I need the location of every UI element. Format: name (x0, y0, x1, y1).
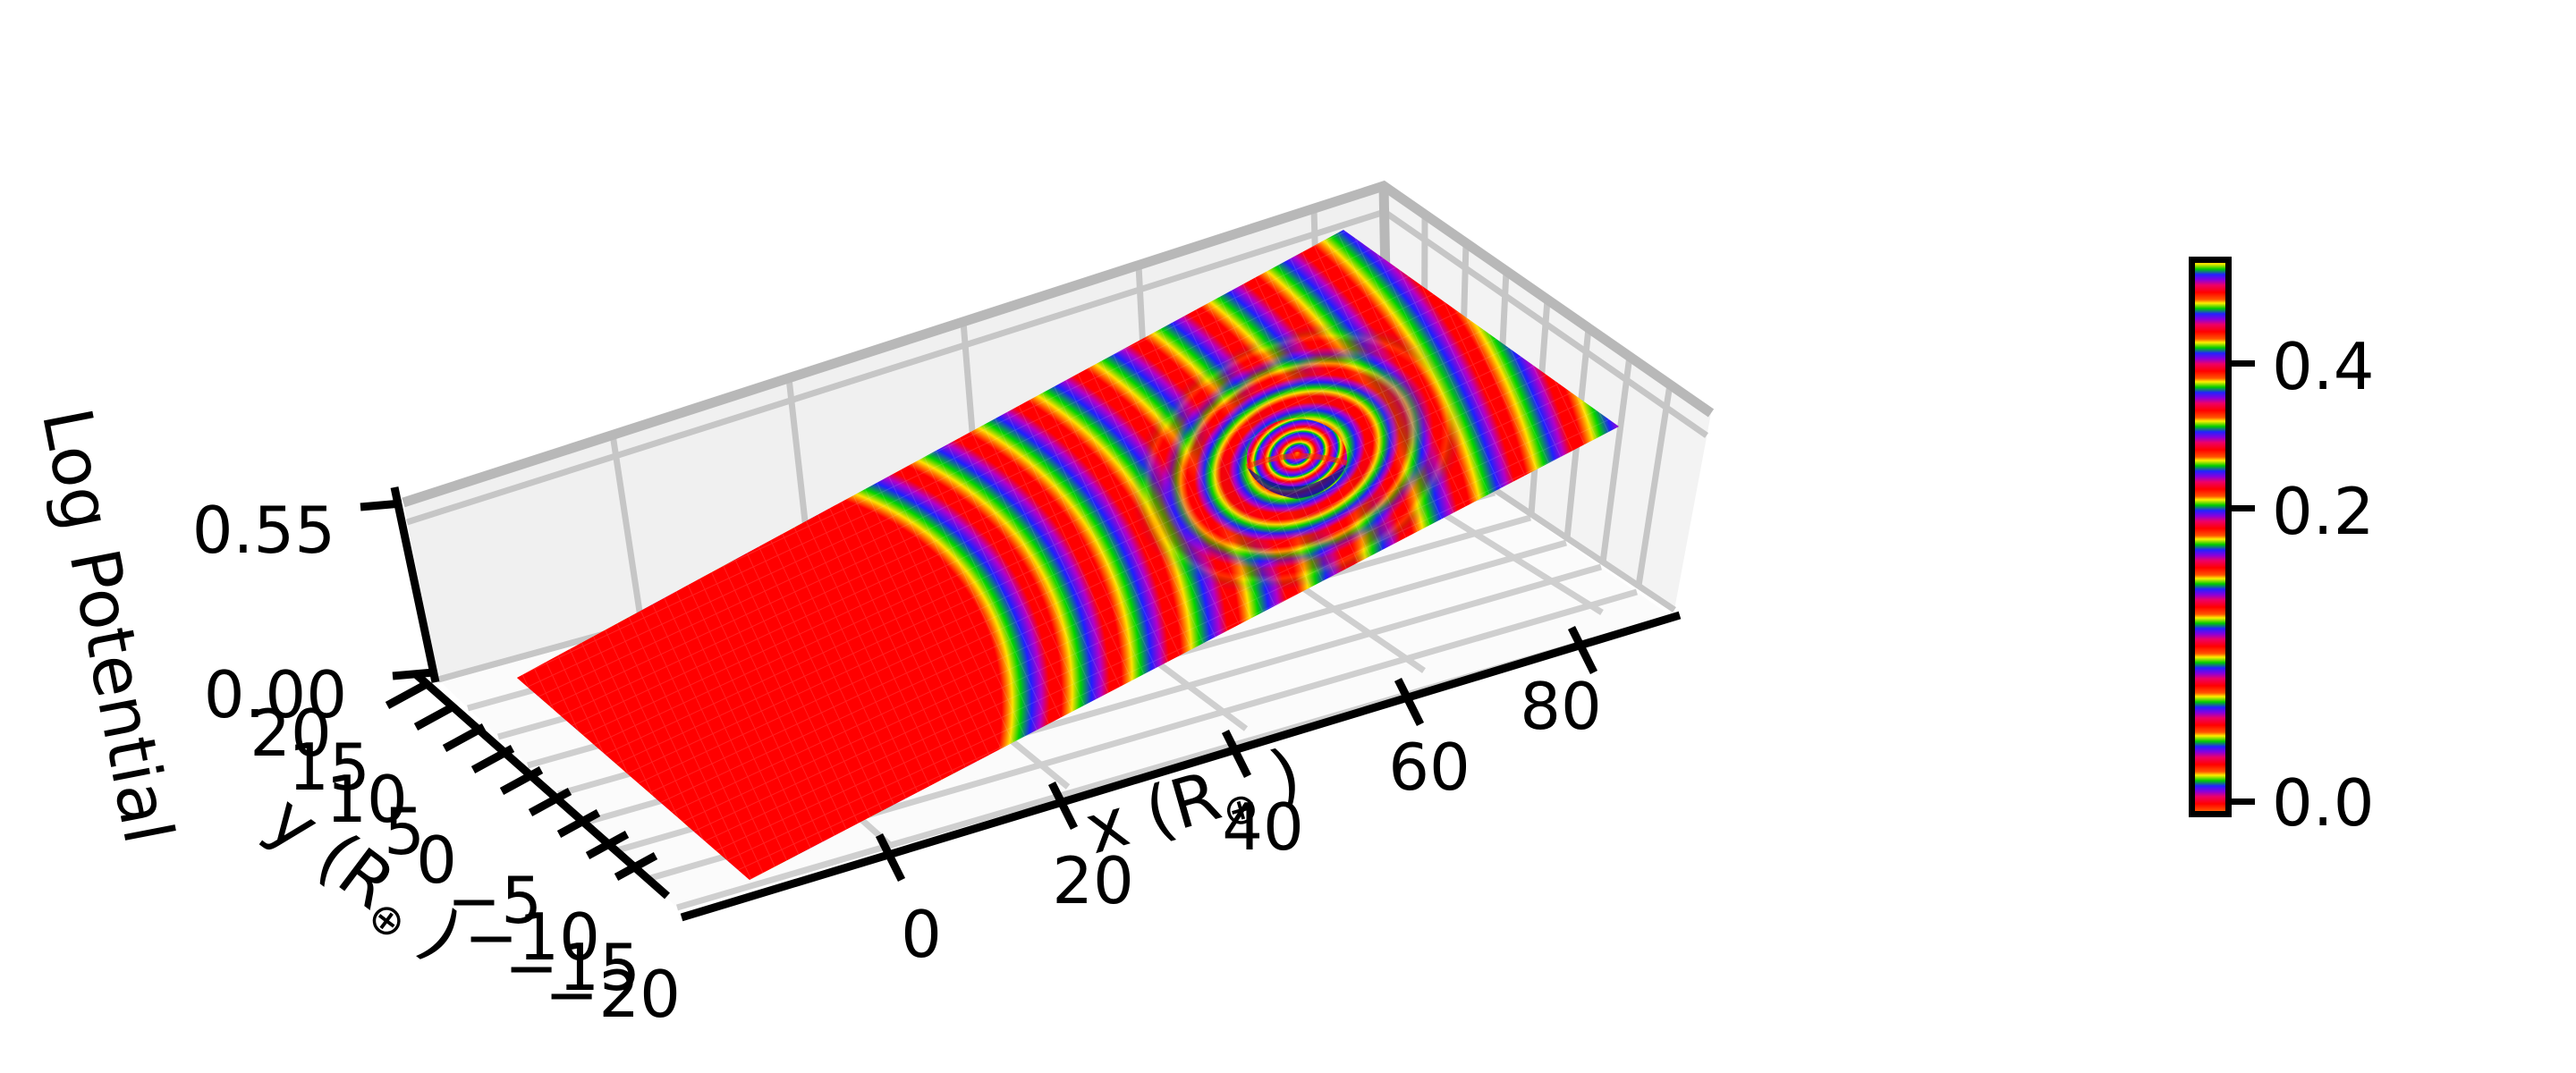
y-axis-spine (385, 672, 670, 900)
z-tick-label: 0.00 (203, 657, 347, 732)
z-tick-label: 0.55 (191, 493, 335, 568)
x-tick-label: 80 (1520, 669, 1602, 744)
colorbar-tick-mark (2232, 798, 2255, 805)
y-tick-label: 10 (326, 762, 408, 837)
y-tick-label: −10 (464, 900, 600, 975)
y-tick-label: −15 (504, 930, 640, 1005)
x-axis-spine (680, 611, 1682, 922)
colorbar-tick-mark (2232, 360, 2255, 367)
z-axis-spine (360, 486, 440, 683)
colorbar (2189, 257, 2232, 817)
colorbar-tick-mark (2232, 505, 2255, 511)
x-tick-label: 0 (901, 897, 942, 972)
x-tick-label: 60 (1388, 730, 1470, 805)
y-tick-label: −20 (545, 957, 681, 1032)
colorbar-tick-label: 0.2 (2272, 474, 2375, 549)
colorbar-tick-label: 0.4 (2272, 329, 2375, 404)
y-tick-label: 5 (384, 794, 425, 869)
x-tick-label: 20 (1052, 843, 1134, 918)
colorbar-tick-label: 0.0 (2272, 765, 2375, 841)
y-tick-label: 20 (250, 696, 332, 771)
y-tick-label: −5 (446, 863, 543, 938)
x-tick-label: 40 (1222, 790, 1304, 865)
y-tick-label: 15 (288, 730, 370, 805)
y-tick-label: 0 (416, 823, 457, 898)
